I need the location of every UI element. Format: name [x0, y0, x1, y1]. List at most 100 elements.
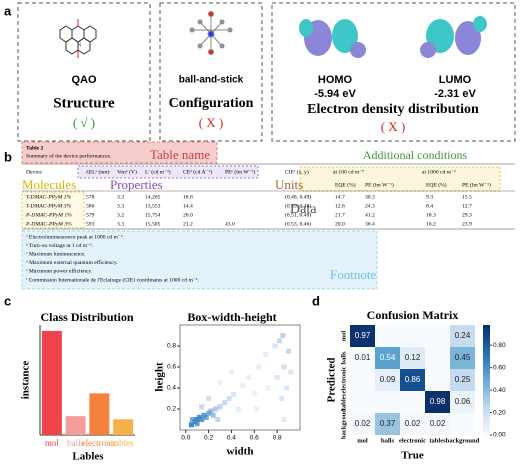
condition: at 1000 cd m⁻²: [422, 169, 456, 175]
cell-label: 0.37: [380, 419, 396, 428]
density-cell: [235, 406, 241, 412]
chart-title: Box-width-height: [187, 310, 276, 324]
panel-label: a: [4, 3, 12, 18]
colorbar-step: [483, 432, 490, 436]
table-header: PE (lm W⁻¹): [365, 181, 394, 188]
table-cell: (0.53, 0.46): [285, 220, 311, 227]
table-cell: 12.6: [335, 203, 345, 209]
footnote: ᵇ Turn-on voltage at 1 cd m⁻².: [26, 243, 94, 249]
density-cell: [222, 400, 228, 406]
cell-label: 0.02: [355, 419, 371, 428]
cell: [350, 347, 375, 369]
density-cell: [199, 404, 205, 410]
table-header: CIEᶠ (x, y): [285, 168, 309, 175]
colorbar-step: [483, 415, 490, 419]
colorbar-step: [483, 429, 490, 433]
empty-cell: [350, 391, 375, 413]
y-tick-label: 0.2: [167, 406, 176, 413]
table-cell: 15,505: [145, 221, 161, 227]
colorbar-step: [483, 338, 490, 342]
cell: [350, 413, 375, 435]
colorbar-label: 0.80: [493, 342, 506, 349]
x-tick-label: mol: [357, 437, 368, 444]
table: Device λELᵃ (nm) Vonᵇ (V) Lᶜ (cd m⁻²) CEᵈ (c…: [25, 168, 491, 283]
x-tick-label: balls: [381, 437, 394, 444]
density-cell: [281, 417, 287, 422]
panel-label: c: [4, 293, 11, 308]
bar: [89, 393, 110, 435]
footnote: ᶠ Commission Internationale de l'Eclaira…: [26, 276, 199, 283]
table-cell: 14.7: [335, 194, 345, 200]
cell-label: 0.24: [455, 331, 471, 340]
axis-label: instance: [20, 361, 32, 400]
density-cell: [254, 406, 260, 412]
table-cell: 16.2: [426, 221, 436, 227]
colorbar-step: [483, 352, 490, 356]
table-caption: Summary of the device performances.: [26, 152, 112, 159]
density-cell: [283, 385, 289, 391]
colorbar-step: [483, 341, 490, 345]
x-tick-label: tables: [113, 438, 134, 448]
orbital-drawing: [299, 16, 487, 58]
y-tick-label: 0.8: [167, 343, 176, 350]
cell-label: 0.12: [405, 353, 421, 362]
colorbar-label: 0.20: [493, 409, 506, 416]
footnote: ᵃ Electroluminescence peak at 1000 cd m⁻…: [26, 234, 125, 240]
cell: [425, 391, 450, 413]
table-cell: 586: [86, 203, 95, 209]
density-cell: [279, 396, 285, 401]
table-name-box: [21, 141, 218, 164]
annotation: Properties: [110, 177, 163, 192]
table-cell: 8.4: [426, 203, 433, 209]
cell: [350, 325, 375, 347]
verdict: ( X ): [381, 119, 406, 134]
orbital-label: HOMO: [318, 74, 353, 86]
table-cell: 36.4: [365, 221, 375, 227]
charts: Class Distribution instance Lables mol balls…: [20, 308, 507, 463]
cell: [425, 413, 450, 435]
colorbar-step: [483, 347, 490, 351]
table-cell: 578: [86, 194, 95, 200]
table-cell: 14,265: [145, 194, 161, 200]
x-tick-label: electronic: [399, 437, 426, 444]
table-cell: 21.2: [183, 221, 193, 227]
density-cell: [215, 417, 221, 422]
colorbar-step: [483, 393, 490, 397]
cell: [375, 369, 400, 391]
cell-label: 0.98: [430, 397, 446, 406]
card-title: Electron density distribution: [307, 102, 479, 117]
bar: [41, 330, 62, 435]
table-cell: T-DMAC-PPyM 1%: [26, 194, 71, 200]
colorbar-step: [483, 404, 490, 408]
cell-label: 0.09: [380, 375, 396, 384]
table-cell: T-DMAC-PPyM 3%: [26, 203, 71, 209]
table-cell: 3.3: [117, 194, 124, 200]
empty-cell: [425, 369, 450, 391]
annotation: Molecules: [22, 177, 76, 192]
footnote: ᵈ Maximum external quantum efficiency.: [26, 259, 118, 266]
colorbar-step: [483, 377, 490, 381]
orbital-label: LUMO: [439, 74, 472, 86]
density-cell: [190, 417, 196, 422]
x-tick-label: 0.2: [204, 435, 213, 442]
cell: [450, 369, 475, 391]
table-cell: 29.3: [462, 212, 472, 218]
y-tick-label: electronic: [340, 366, 347, 393]
y-tick-label: tables: [340, 393, 347, 410]
density-cell: [246, 375, 252, 380]
table-cell: 43.0: [225, 221, 235, 227]
colorbar-label: 0.60: [493, 364, 506, 371]
axis-label: height: [154, 362, 166, 392]
colorbar-step: [483, 371, 490, 375]
cell: [375, 347, 400, 369]
molecules-box: [21, 191, 85, 229]
density-cell: [280, 333, 286, 338]
footnote: ᵉ Maximum power efficiency.: [26, 268, 93, 275]
x-tick-label: tables: [429, 437, 446, 444]
annotation: Footnote: [330, 267, 376, 282]
density-cell: [240, 383, 246, 389]
colorbar-step: [483, 333, 490, 337]
table-cell: 23.9: [462, 221, 472, 227]
cell: [400, 413, 425, 435]
orbital-energy: -2.31 eV: [434, 88, 476, 100]
